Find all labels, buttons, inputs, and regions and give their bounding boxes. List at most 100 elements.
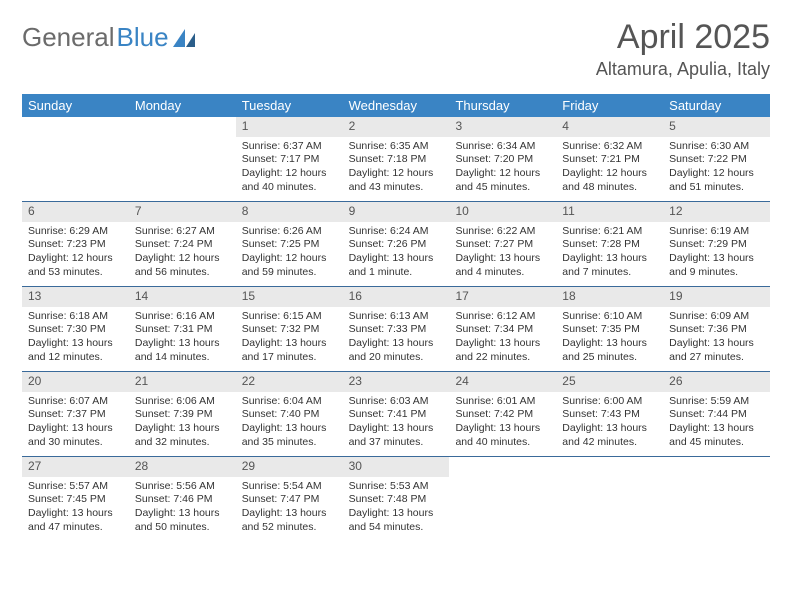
daylight-text-2: and 54 minutes. xyxy=(349,521,444,535)
sunrise-text: Sunrise: 6:24 AM xyxy=(349,225,444,239)
daylight-text-2: and 25 minutes. xyxy=(562,351,657,365)
day-cell: 13Sunrise: 6:18 AMSunset: 7:30 PMDayligh… xyxy=(22,287,129,371)
day-cell: 28Sunrise: 5:56 AMSunset: 7:46 PMDayligh… xyxy=(129,457,236,541)
daylight-text-1: Daylight: 13 hours xyxy=(28,337,123,351)
week-row: 13Sunrise: 6:18 AMSunset: 7:30 PMDayligh… xyxy=(22,287,770,372)
day-number: 2 xyxy=(343,117,450,137)
day-cell: 26Sunrise: 5:59 AMSunset: 7:44 PMDayligh… xyxy=(663,372,770,456)
day-body: Sunrise: 6:09 AMSunset: 7:36 PMDaylight:… xyxy=(663,307,770,371)
day-body: Sunrise: 5:53 AMSunset: 7:48 PMDaylight:… xyxy=(343,477,450,541)
sunset-text: Sunset: 7:41 PM xyxy=(349,408,444,422)
sunrise-text: Sunrise: 6:34 AM xyxy=(455,140,550,154)
day-body: Sunrise: 6:15 AMSunset: 7:32 PMDaylight:… xyxy=(236,307,343,371)
sunset-text: Sunset: 7:36 PM xyxy=(669,323,764,337)
week-row: 1Sunrise: 6:37 AMSunset: 7:17 PMDaylight… xyxy=(22,117,770,202)
day-number: 4 xyxy=(556,117,663,137)
sunset-text: Sunset: 7:48 PM xyxy=(349,493,444,507)
day-cell xyxy=(22,117,129,201)
day-number: 10 xyxy=(449,202,556,222)
sunrise-text: Sunrise: 6:26 AM xyxy=(242,225,337,239)
day-cell: 10Sunrise: 6:22 AMSunset: 7:27 PMDayligh… xyxy=(449,202,556,286)
daylight-text-1: Daylight: 13 hours xyxy=(669,252,764,266)
sunrise-text: Sunrise: 6:10 AM xyxy=(562,310,657,324)
daylight-text-1: Daylight: 13 hours xyxy=(669,337,764,351)
day-number: 3 xyxy=(449,117,556,137)
daylight-text-1: Daylight: 13 hours xyxy=(562,337,657,351)
day-body: Sunrise: 6:13 AMSunset: 7:33 PMDaylight:… xyxy=(343,307,450,371)
sunrise-text: Sunrise: 6:35 AM xyxy=(349,140,444,154)
day-cell: 11Sunrise: 6:21 AMSunset: 7:28 PMDayligh… xyxy=(556,202,663,286)
weekday-header: Tuesday xyxy=(236,94,343,117)
sunrise-text: Sunrise: 6:07 AM xyxy=(28,395,123,409)
sunrise-text: Sunrise: 6:00 AM xyxy=(562,395,657,409)
sunset-text: Sunset: 7:22 PM xyxy=(669,153,764,167)
daylight-text-1: Daylight: 13 hours xyxy=(28,422,123,436)
day-body: Sunrise: 5:54 AMSunset: 7:47 PMDaylight:… xyxy=(236,477,343,541)
day-number: 12 xyxy=(663,202,770,222)
day-number: 7 xyxy=(129,202,236,222)
day-cell: 21Sunrise: 6:06 AMSunset: 7:39 PMDayligh… xyxy=(129,372,236,456)
day-cell: 24Sunrise: 6:01 AMSunset: 7:42 PMDayligh… xyxy=(449,372,556,456)
weekday-header: Sunday xyxy=(22,94,129,117)
day-body: Sunrise: 6:19 AMSunset: 7:29 PMDaylight:… xyxy=(663,222,770,286)
sunrise-text: Sunrise: 6:15 AM xyxy=(242,310,337,324)
daylight-text-2: and 22 minutes. xyxy=(455,351,550,365)
daylight-text-1: Daylight: 13 hours xyxy=(455,252,550,266)
daylight-text-2: and 52 minutes. xyxy=(242,521,337,535)
day-body: Sunrise: 5:57 AMSunset: 7:45 PMDaylight:… xyxy=(22,477,129,541)
logo-word-2: Blue xyxy=(117,22,169,53)
day-number: 25 xyxy=(556,372,663,392)
daylight-text-2: and 40 minutes. xyxy=(242,181,337,195)
day-cell xyxy=(663,457,770,541)
sunset-text: Sunset: 7:20 PM xyxy=(455,153,550,167)
sunset-text: Sunset: 7:33 PM xyxy=(349,323,444,337)
daylight-text-1: Daylight: 13 hours xyxy=(669,422,764,436)
daylight-text-2: and 27 minutes. xyxy=(669,351,764,365)
day-body: Sunrise: 6:16 AMSunset: 7:31 PMDaylight:… xyxy=(129,307,236,371)
sunset-text: Sunset: 7:21 PM xyxy=(562,153,657,167)
daylight-text-2: and 1 minute. xyxy=(349,266,444,280)
day-cell: 12Sunrise: 6:19 AMSunset: 7:29 PMDayligh… xyxy=(663,202,770,286)
daylight-text-2: and 43 minutes. xyxy=(349,181,444,195)
daylight-text-2: and 59 minutes. xyxy=(242,266,337,280)
sunset-text: Sunset: 7:45 PM xyxy=(28,493,123,507)
daylight-text-1: Daylight: 13 hours xyxy=(349,252,444,266)
day-body: Sunrise: 5:56 AMSunset: 7:46 PMDaylight:… xyxy=(129,477,236,541)
sunset-text: Sunset: 7:17 PM xyxy=(242,153,337,167)
week-row: 20Sunrise: 6:07 AMSunset: 7:37 PMDayligh… xyxy=(22,372,770,457)
daylight-text-1: Daylight: 13 hours xyxy=(455,422,550,436)
daylight-text-1: Daylight: 13 hours xyxy=(349,507,444,521)
day-cell: 18Sunrise: 6:10 AMSunset: 7:35 PMDayligh… xyxy=(556,287,663,371)
daylight-text-2: and 35 minutes. xyxy=(242,436,337,450)
sunrise-text: Sunrise: 6:16 AM xyxy=(135,310,230,324)
sunset-text: Sunset: 7:34 PM xyxy=(455,323,550,337)
day-number: 22 xyxy=(236,372,343,392)
daylight-text-2: and 47 minutes. xyxy=(28,521,123,535)
daylight-text-1: Daylight: 13 hours xyxy=(242,507,337,521)
sunset-text: Sunset: 7:24 PM xyxy=(135,238,230,252)
weekday-header: Saturday xyxy=(663,94,770,117)
daylight-text-1: Daylight: 12 hours xyxy=(135,252,230,266)
week-row: 27Sunrise: 5:57 AMSunset: 7:45 PMDayligh… xyxy=(22,457,770,541)
sunrise-text: Sunrise: 6:18 AM xyxy=(28,310,123,324)
day-number: 1 xyxy=(236,117,343,137)
location-text: Altamura, Apulia, Italy xyxy=(596,59,770,80)
day-cell xyxy=(129,117,236,201)
day-body: Sunrise: 6:01 AMSunset: 7:42 PMDaylight:… xyxy=(449,392,556,456)
weekday-header: Monday xyxy=(129,94,236,117)
day-body: Sunrise: 6:18 AMSunset: 7:30 PMDaylight:… xyxy=(22,307,129,371)
day-cell: 16Sunrise: 6:13 AMSunset: 7:33 PMDayligh… xyxy=(343,287,450,371)
daylight-text-1: Daylight: 12 hours xyxy=(349,167,444,181)
daylight-text-1: Daylight: 13 hours xyxy=(562,252,657,266)
daylight-text-2: and 12 minutes. xyxy=(28,351,123,365)
daylight-text-2: and 51 minutes. xyxy=(669,181,764,195)
sunrise-text: Sunrise: 5:53 AM xyxy=(349,480,444,494)
sunrise-text: Sunrise: 6:01 AM xyxy=(455,395,550,409)
logo: GeneralBlue xyxy=(22,18,195,53)
sunrise-text: Sunrise: 6:09 AM xyxy=(669,310,764,324)
daylight-text-2: and 37 minutes. xyxy=(349,436,444,450)
day-number: 9 xyxy=(343,202,450,222)
sunrise-text: Sunrise: 6:12 AM xyxy=(455,310,550,324)
sunrise-text: Sunrise: 6:04 AM xyxy=(242,395,337,409)
day-number: 15 xyxy=(236,287,343,307)
